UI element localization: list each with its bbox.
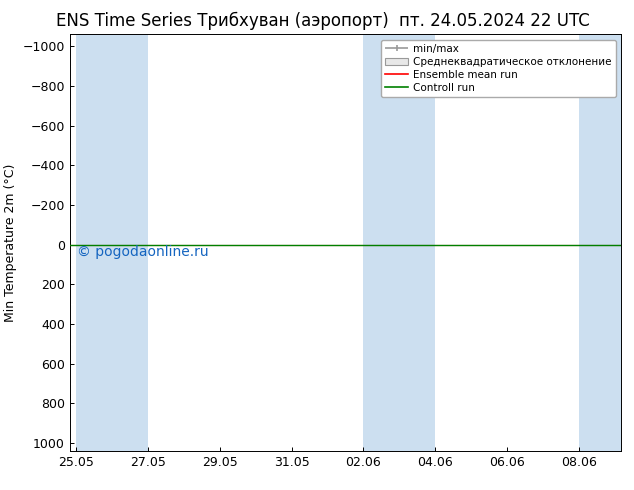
Text: ENS Time Series Трибхуван (аэропорт): ENS Time Series Трибхуван (аэропорт) (56, 12, 388, 30)
Bar (579, 34, 621, 451)
Legend: min/max, Среднеквадратическое отклонение, Ensemble mean run, Controll run: min/max, Среднеквадратическое отклонение… (381, 40, 616, 97)
Bar (76, 34, 112, 451)
Bar (399, 34, 436, 451)
Y-axis label: Min Temperature 2m (°C): Min Temperature 2m (°C) (4, 163, 17, 322)
Bar (363, 34, 399, 451)
Text: пт. 24.05.2024 22 UTC: пт. 24.05.2024 22 UTC (399, 12, 590, 30)
Bar (112, 34, 148, 451)
Text: © pogodaonline.ru: © pogodaonline.ru (77, 245, 208, 259)
